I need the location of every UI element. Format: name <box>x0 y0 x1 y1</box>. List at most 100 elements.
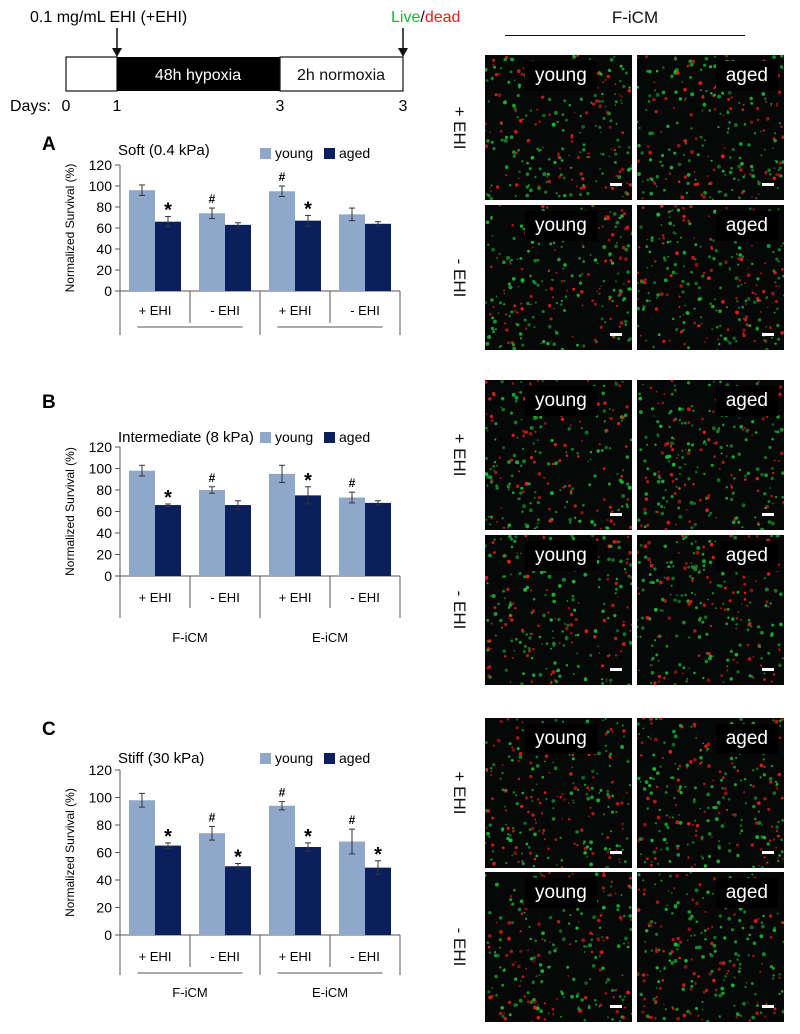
dead-cell-dot <box>693 757 697 762</box>
live-cell-dot <box>555 380 559 382</box>
dead-cell-dot <box>642 979 646 983</box>
live-cell-dot <box>714 56 716 58</box>
live-cell-dot <box>564 295 568 298</box>
dead-cell-dot <box>554 617 557 620</box>
live-cell-dot <box>713 935 717 940</box>
live-cell-dot <box>663 188 666 192</box>
live-cell-dot <box>621 102 623 104</box>
dead-cell-dot <box>528 851 533 855</box>
live-cell-dot <box>515 460 520 465</box>
dead-cell-dot <box>743 426 746 429</box>
live-cell-dot <box>766 244 771 248</box>
dead-cell-dot <box>490 265 493 269</box>
live-cell-dot <box>486 139 490 143</box>
live-cell-dot <box>590 535 595 538</box>
live-cell-dot <box>647 735 650 738</box>
live-cell-dot <box>650 838 654 843</box>
dead-cell-dot <box>507 921 512 925</box>
live-cell-dot <box>607 805 610 808</box>
live-cell-dot <box>529 957 534 961</box>
legend-label-aged: aged <box>339 750 370 766</box>
live-cell-dot <box>708 409 711 412</box>
live-cell-dot <box>759 1011 763 1014</box>
dead-cell-dot <box>695 137 698 140</box>
live-cell-dot <box>679 791 683 795</box>
dead-cell-dot <box>699 448 703 452</box>
live-cell-dot <box>529 937 532 941</box>
dead-cell-dot <box>708 972 712 976</box>
dead-cell-dot <box>530 303 533 306</box>
live-cell-dot <box>623 735 626 738</box>
live-cell-dot <box>563 263 567 267</box>
dead-cell-dot <box>712 779 715 782</box>
live-cell-dot <box>530 240 535 244</box>
dead-cell-dot <box>683 964 688 969</box>
live-cell-dot <box>511 902 515 906</box>
live-cell-dot <box>686 1009 690 1014</box>
live-cell-dot <box>548 915 553 920</box>
dead-cell-dot <box>620 95 623 98</box>
dead-cell-dot <box>551 1007 555 1011</box>
live-cell-dot <box>563 194 567 198</box>
live-cell-dot <box>721 991 725 995</box>
live-cell-dot <box>661 479 665 484</box>
dead-cell-dot <box>620 919 623 921</box>
live-cell-dot <box>599 955 601 957</box>
live-cell-dot <box>533 259 537 263</box>
live-cell-dot <box>525 524 530 529</box>
dead-cell-dot <box>673 205 678 208</box>
dead-cell-dot <box>772 502 774 505</box>
dead-cell-dot <box>490 622 493 625</box>
live-cell-dot <box>566 600 569 602</box>
live-cell-dot <box>762 835 766 840</box>
live-cell-dot <box>590 101 593 104</box>
dead-cell-dot <box>544 754 549 758</box>
bar-aged-0 <box>155 221 181 291</box>
live-cell-dot <box>650 920 654 924</box>
live-cell-dot <box>602 890 605 893</box>
dead-cell-dot <box>720 674 724 677</box>
live-cell-dot <box>624 71 628 75</box>
dead-cell-dot <box>732 658 735 661</box>
dead-cell-dot <box>561 818 564 820</box>
dead-cell-dot <box>707 155 710 158</box>
live-cell-dot <box>571 447 574 451</box>
live-cell-dot <box>619 1020 621 1022</box>
dead-cell-dot <box>736 843 739 847</box>
y-tick-label: 60 <box>96 845 112 861</box>
live-cell-dot <box>552 637 555 639</box>
live-cell-dot <box>645 929 649 933</box>
live-cell-dot <box>720 452 723 455</box>
live-cell-dot <box>760 657 763 660</box>
dead-cell-dot <box>711 925 714 929</box>
live-cell-dot <box>508 742 512 746</box>
dead-cell-dot <box>662 949 665 953</box>
dead-cell-dot <box>493 606 497 610</box>
live-cell-dot <box>649 191 654 196</box>
live-cell-dot <box>770 535 773 538</box>
dead-cell-dot <box>649 721 653 725</box>
live-cell-dot <box>738 417 740 419</box>
live-cell-dot <box>767 500 771 503</box>
dead-cell-dot <box>737 257 741 260</box>
live-cell-dot <box>500 138 504 142</box>
live-cell-dot <box>583 572 588 577</box>
dead-cell-dot <box>647 145 650 148</box>
scale-bar <box>610 513 622 516</box>
live-cell-dot <box>598 652 601 654</box>
dead-cell-dot <box>584 996 588 1000</box>
live-cell-dot <box>737 954 740 957</box>
live-cell-dot <box>494 422 498 426</box>
dead-cell-dot <box>776 787 779 790</box>
dead-cell-dot <box>529 455 534 460</box>
live-cell-dot <box>770 764 774 768</box>
live-cell-dot <box>663 258 667 262</box>
dead-cell-dot <box>733 813 737 817</box>
live-cell-dot <box>538 167 542 171</box>
live-cell-dot <box>568 517 572 522</box>
dead-cell-dot <box>669 473 674 477</box>
live-cell-dot <box>777 248 781 252</box>
live-cell-dot <box>742 175 745 179</box>
dead-cell-dot <box>781 135 784 139</box>
live-cell-dot <box>510 310 514 314</box>
